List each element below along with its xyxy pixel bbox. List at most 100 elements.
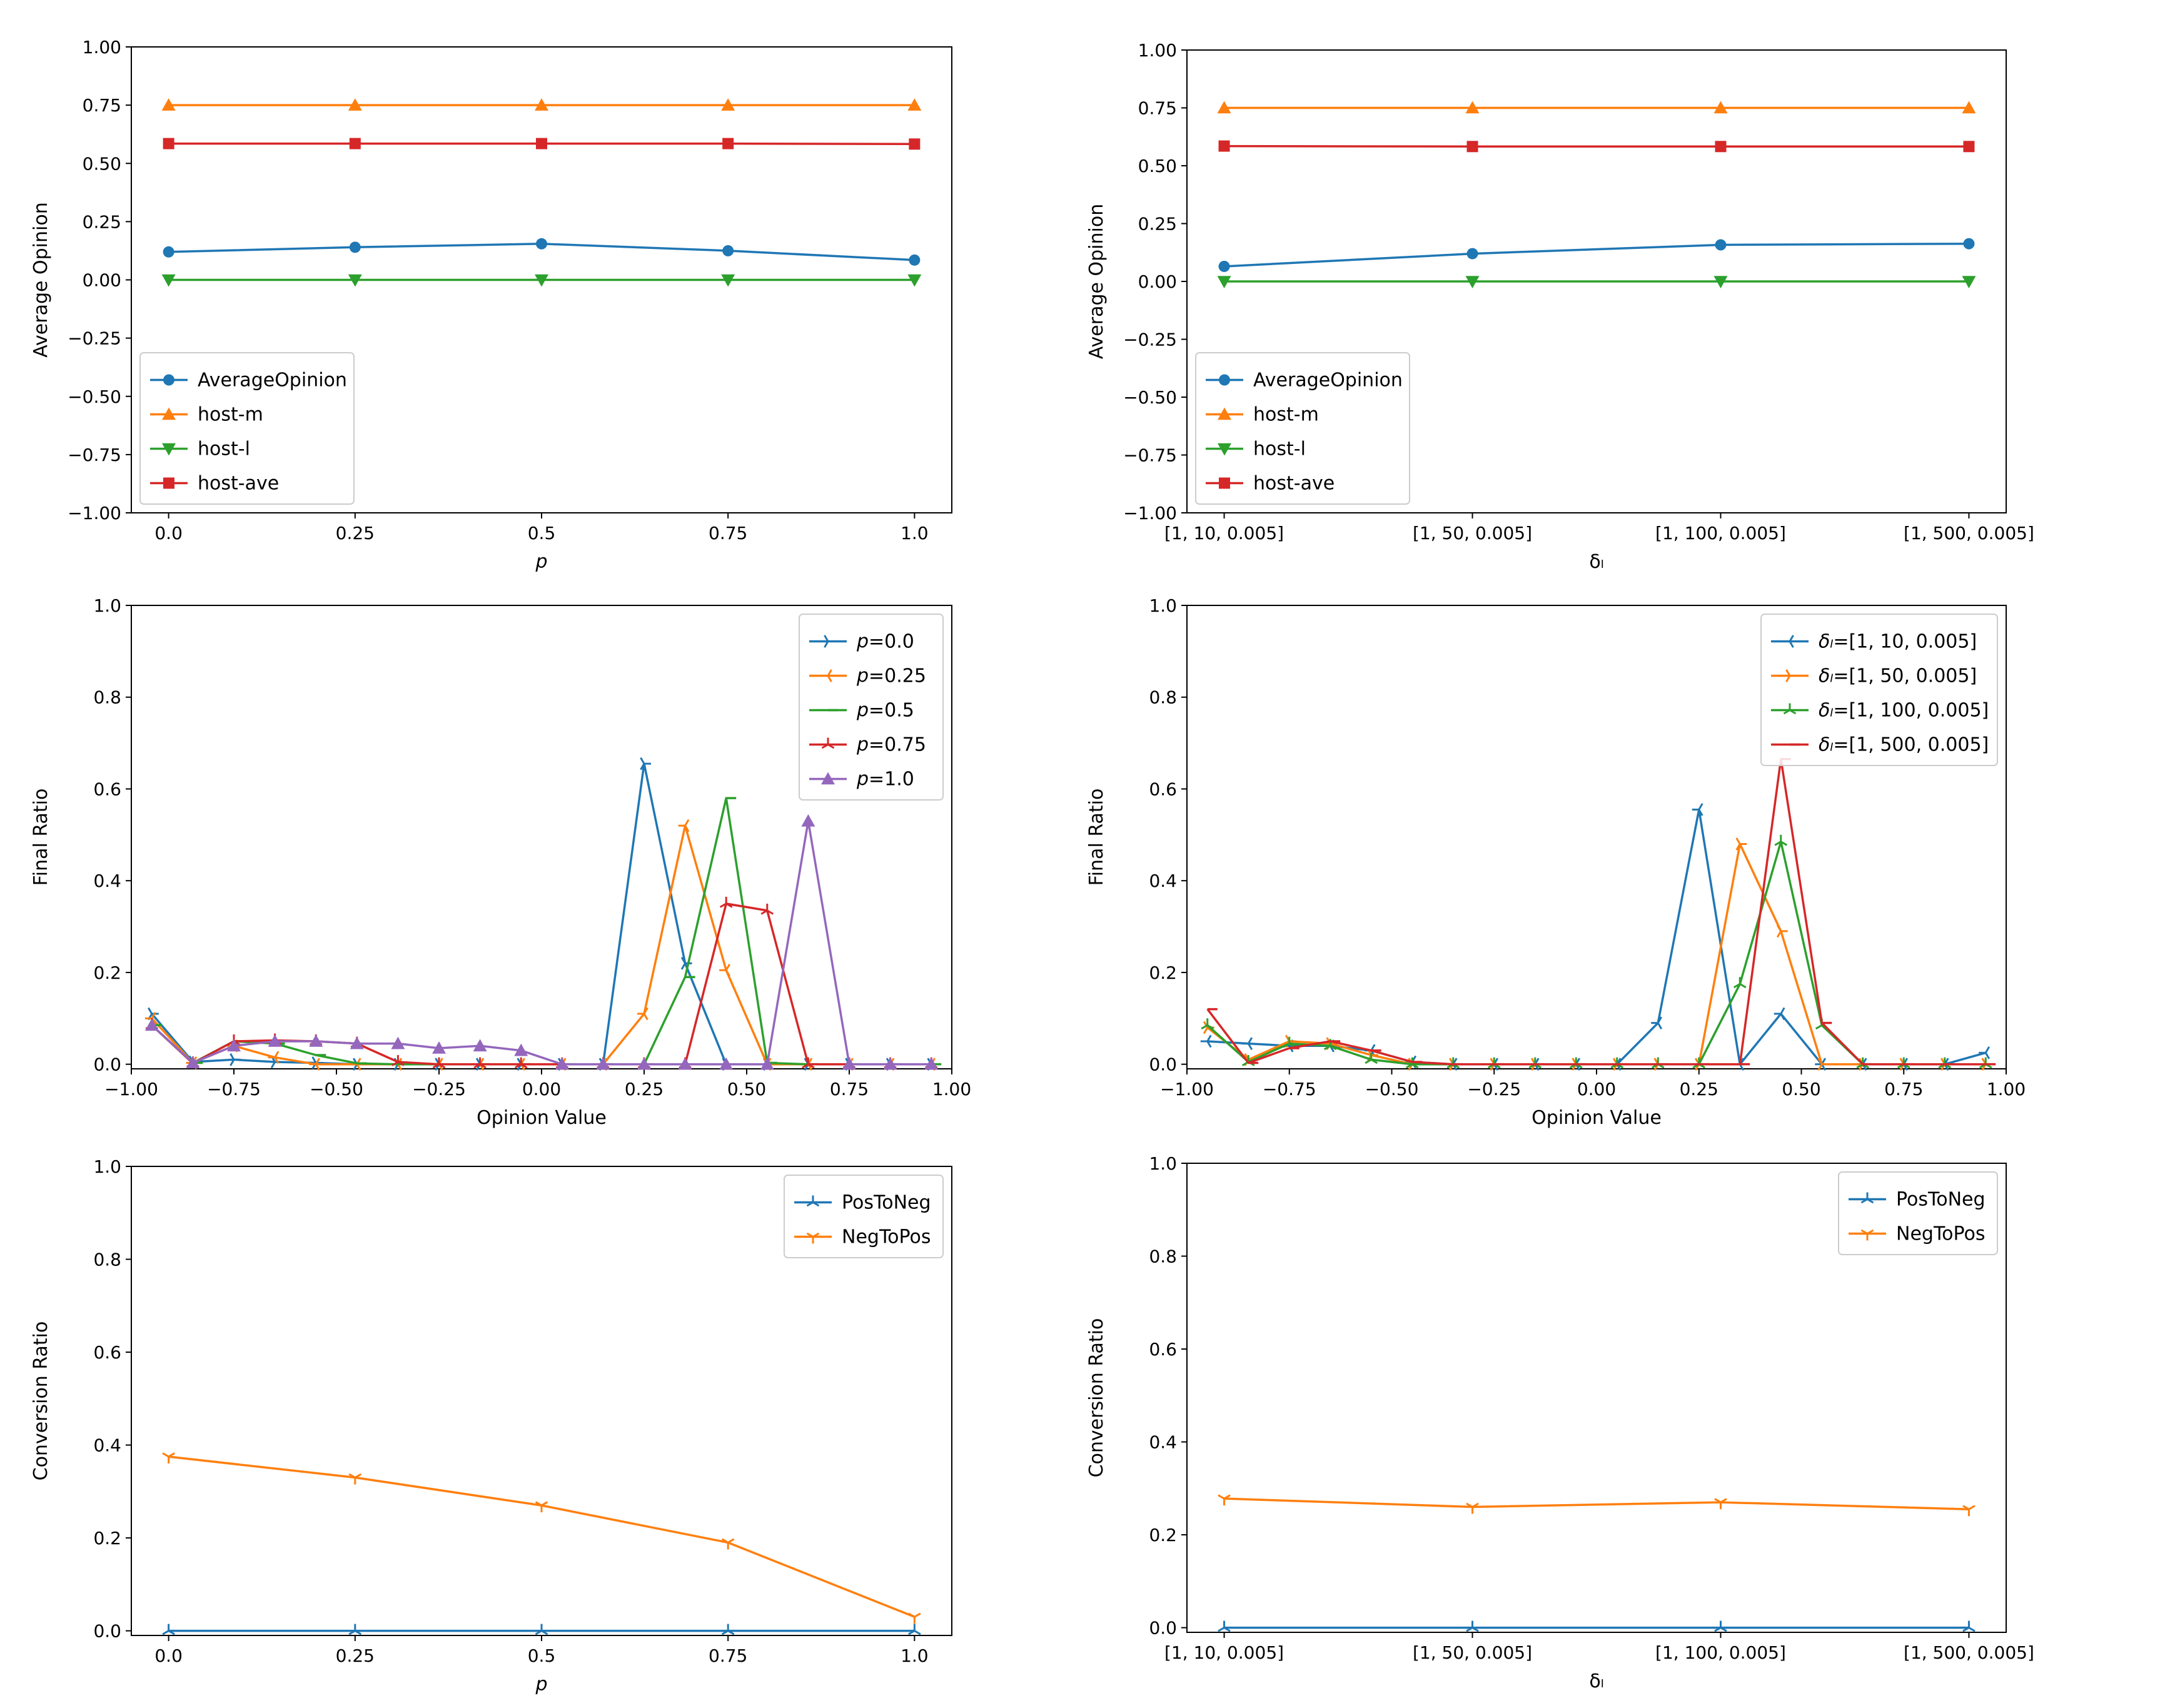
series-0 (163, 238, 921, 266)
x-tick-label: 0.50 (1782, 1079, 1820, 1099)
series-3 (1206, 758, 1996, 1066)
legend-item: δₗ=[1, 10, 0.005] (1771, 631, 1977, 653)
y-tick-label: 0.2 (93, 963, 121, 983)
legend-item: host-l (150, 438, 250, 460)
data-point (1465, 101, 1480, 114)
legend-label: δₗ=[1, 10, 0.005] (1819, 631, 1977, 653)
y-tick-label: 0.0 (1149, 1054, 1177, 1075)
y-tick-label: 1.0 (93, 1156, 121, 1177)
legend: p=0.0 p=0.25 p=0.5 p=0.75 p=1.0 (799, 614, 944, 801)
data-point (908, 1624, 921, 1635)
y-tick-label: −0.75 (1123, 445, 1177, 466)
y-tick-label: 0.50 (83, 153, 121, 174)
legend: δₗ=[1, 10, 0.005] δₗ=[1, 50, 0.005] δₗ=[1,… (1760, 614, 1998, 766)
data-point (348, 1624, 362, 1635)
data-point (1774, 1007, 1785, 1021)
legend-label: NegToPos (1896, 1223, 1986, 1245)
data-point (678, 1057, 692, 1070)
x-tick-label: 0.25 (336, 1645, 375, 1666)
legend: PosToNeg NegToPos (1838, 1171, 1998, 1255)
series-line (1224, 242, 1969, 268)
data-point (1774, 834, 1788, 846)
data-point (907, 274, 922, 287)
data-point (1466, 248, 1478, 260)
data-point (473, 1039, 487, 1052)
chart-final-ratio-delta: 0.0 0.2 0.4 0.6 0.8 1.0 −1.00 −0.75 −0.50 −0.25 0.… (1086, 595, 2026, 1129)
legend-label: δₗ=[1, 500, 0.005] (1819, 734, 1989, 756)
data-point (1715, 141, 1727, 153)
legend-marker (1218, 443, 1231, 456)
data-point (186, 1056, 200, 1069)
data-point (349, 138, 361, 149)
legend-marker (821, 669, 832, 682)
data-point (721, 1624, 735, 1635)
y-tick-label: 0.8 (1149, 687, 1177, 708)
legend-label: host-ave (198, 473, 279, 495)
y-tick-label: 0.25 (83, 211, 121, 232)
data-point (1218, 260, 1230, 272)
y-tick-label: −0.50 (1123, 387, 1177, 408)
y-tick-label: 0.4 (93, 871, 121, 891)
y-tick-label: −1.00 (1123, 503, 1177, 523)
legend-item: AverageOpinion (1206, 370, 1403, 392)
y-tick-label: 0.00 (1138, 271, 1177, 292)
legend-marker (163, 374, 174, 386)
data-point (1715, 239, 1727, 251)
y-tick-label: 0.6 (93, 1342, 121, 1363)
y-tick-label: 0.4 (93, 1435, 121, 1456)
y-tick-label: 0.0 (1149, 1618, 1177, 1639)
legend-label: PosToNeg (1896, 1189, 1986, 1211)
data-point (161, 274, 176, 287)
series-line (151, 820, 932, 1066)
data-point (432, 1057, 446, 1069)
y-tick-label: 1.0 (1149, 1153, 1177, 1174)
data-point (722, 245, 734, 256)
legend-marker (1219, 477, 1230, 489)
data-point (1218, 140, 1230, 152)
y-tick-label: 1.00 (1138, 40, 1177, 61)
data-point (1713, 276, 1728, 288)
y-tick-label: 0.0 (93, 1621, 121, 1642)
legend-item: p=0.5 (809, 700, 914, 722)
legend-item: host-l (1206, 438, 1306, 460)
legend-item: p=0.25 (809, 665, 926, 687)
x-tick-label: [1, 500, 0.005] (1904, 523, 2034, 543)
legend-item: δₗ=[1, 100, 0.005] (1771, 700, 1989, 722)
data-point (227, 1039, 241, 1052)
legend-marker (821, 737, 835, 749)
legend-marker (1860, 1192, 1874, 1204)
data-point (268, 1034, 282, 1047)
legend-item: host-ave (150, 473, 279, 495)
legend-label: p=0.25 (856, 665, 926, 687)
y-tick-label: 0.50 (1138, 156, 1177, 176)
data-point (1692, 803, 1703, 816)
data-point (842, 1057, 856, 1070)
data-point (348, 98, 362, 111)
data-point (1466, 1502, 1479, 1514)
series-1 (161, 98, 922, 111)
x-tick-label: −0.75 (207, 1079, 261, 1099)
data-point (1713, 101, 1728, 114)
data-point (349, 241, 361, 253)
legend-marker (1219, 374, 1230, 386)
data-point (883, 1057, 897, 1070)
data-point (391, 1054, 405, 1066)
data-point (802, 1057, 815, 1069)
legend-label: PosToNeg (842, 1192, 931, 1214)
data-point (1241, 1037, 1253, 1050)
x-tick-label: 0.75 (709, 523, 747, 543)
x-tick-label: −0.50 (310, 1079, 363, 1099)
series-2 (161, 274, 922, 287)
x-tick-label: 0.5 (528, 1645, 556, 1666)
data-point (1651, 1016, 1663, 1029)
x-tick-label: [1, 50, 0.005] (1413, 523, 1532, 543)
y-tick-label: 0.2 (93, 1528, 121, 1549)
series-3 (1218, 140, 1975, 153)
data-point (1963, 141, 1975, 153)
y-axis-label: Final Ratio (30, 789, 52, 886)
x-tick-label: [1, 500, 0.005] (1904, 1642, 2034, 1663)
y-tick-label: −0.25 (1123, 330, 1177, 350)
data-point (637, 1007, 648, 1021)
chart-avg-opinion-delta: −1.00 −0.75 −0.50 −0.25 0.00 0.25 0.50 0.75 1.00… (1086, 40, 2034, 573)
